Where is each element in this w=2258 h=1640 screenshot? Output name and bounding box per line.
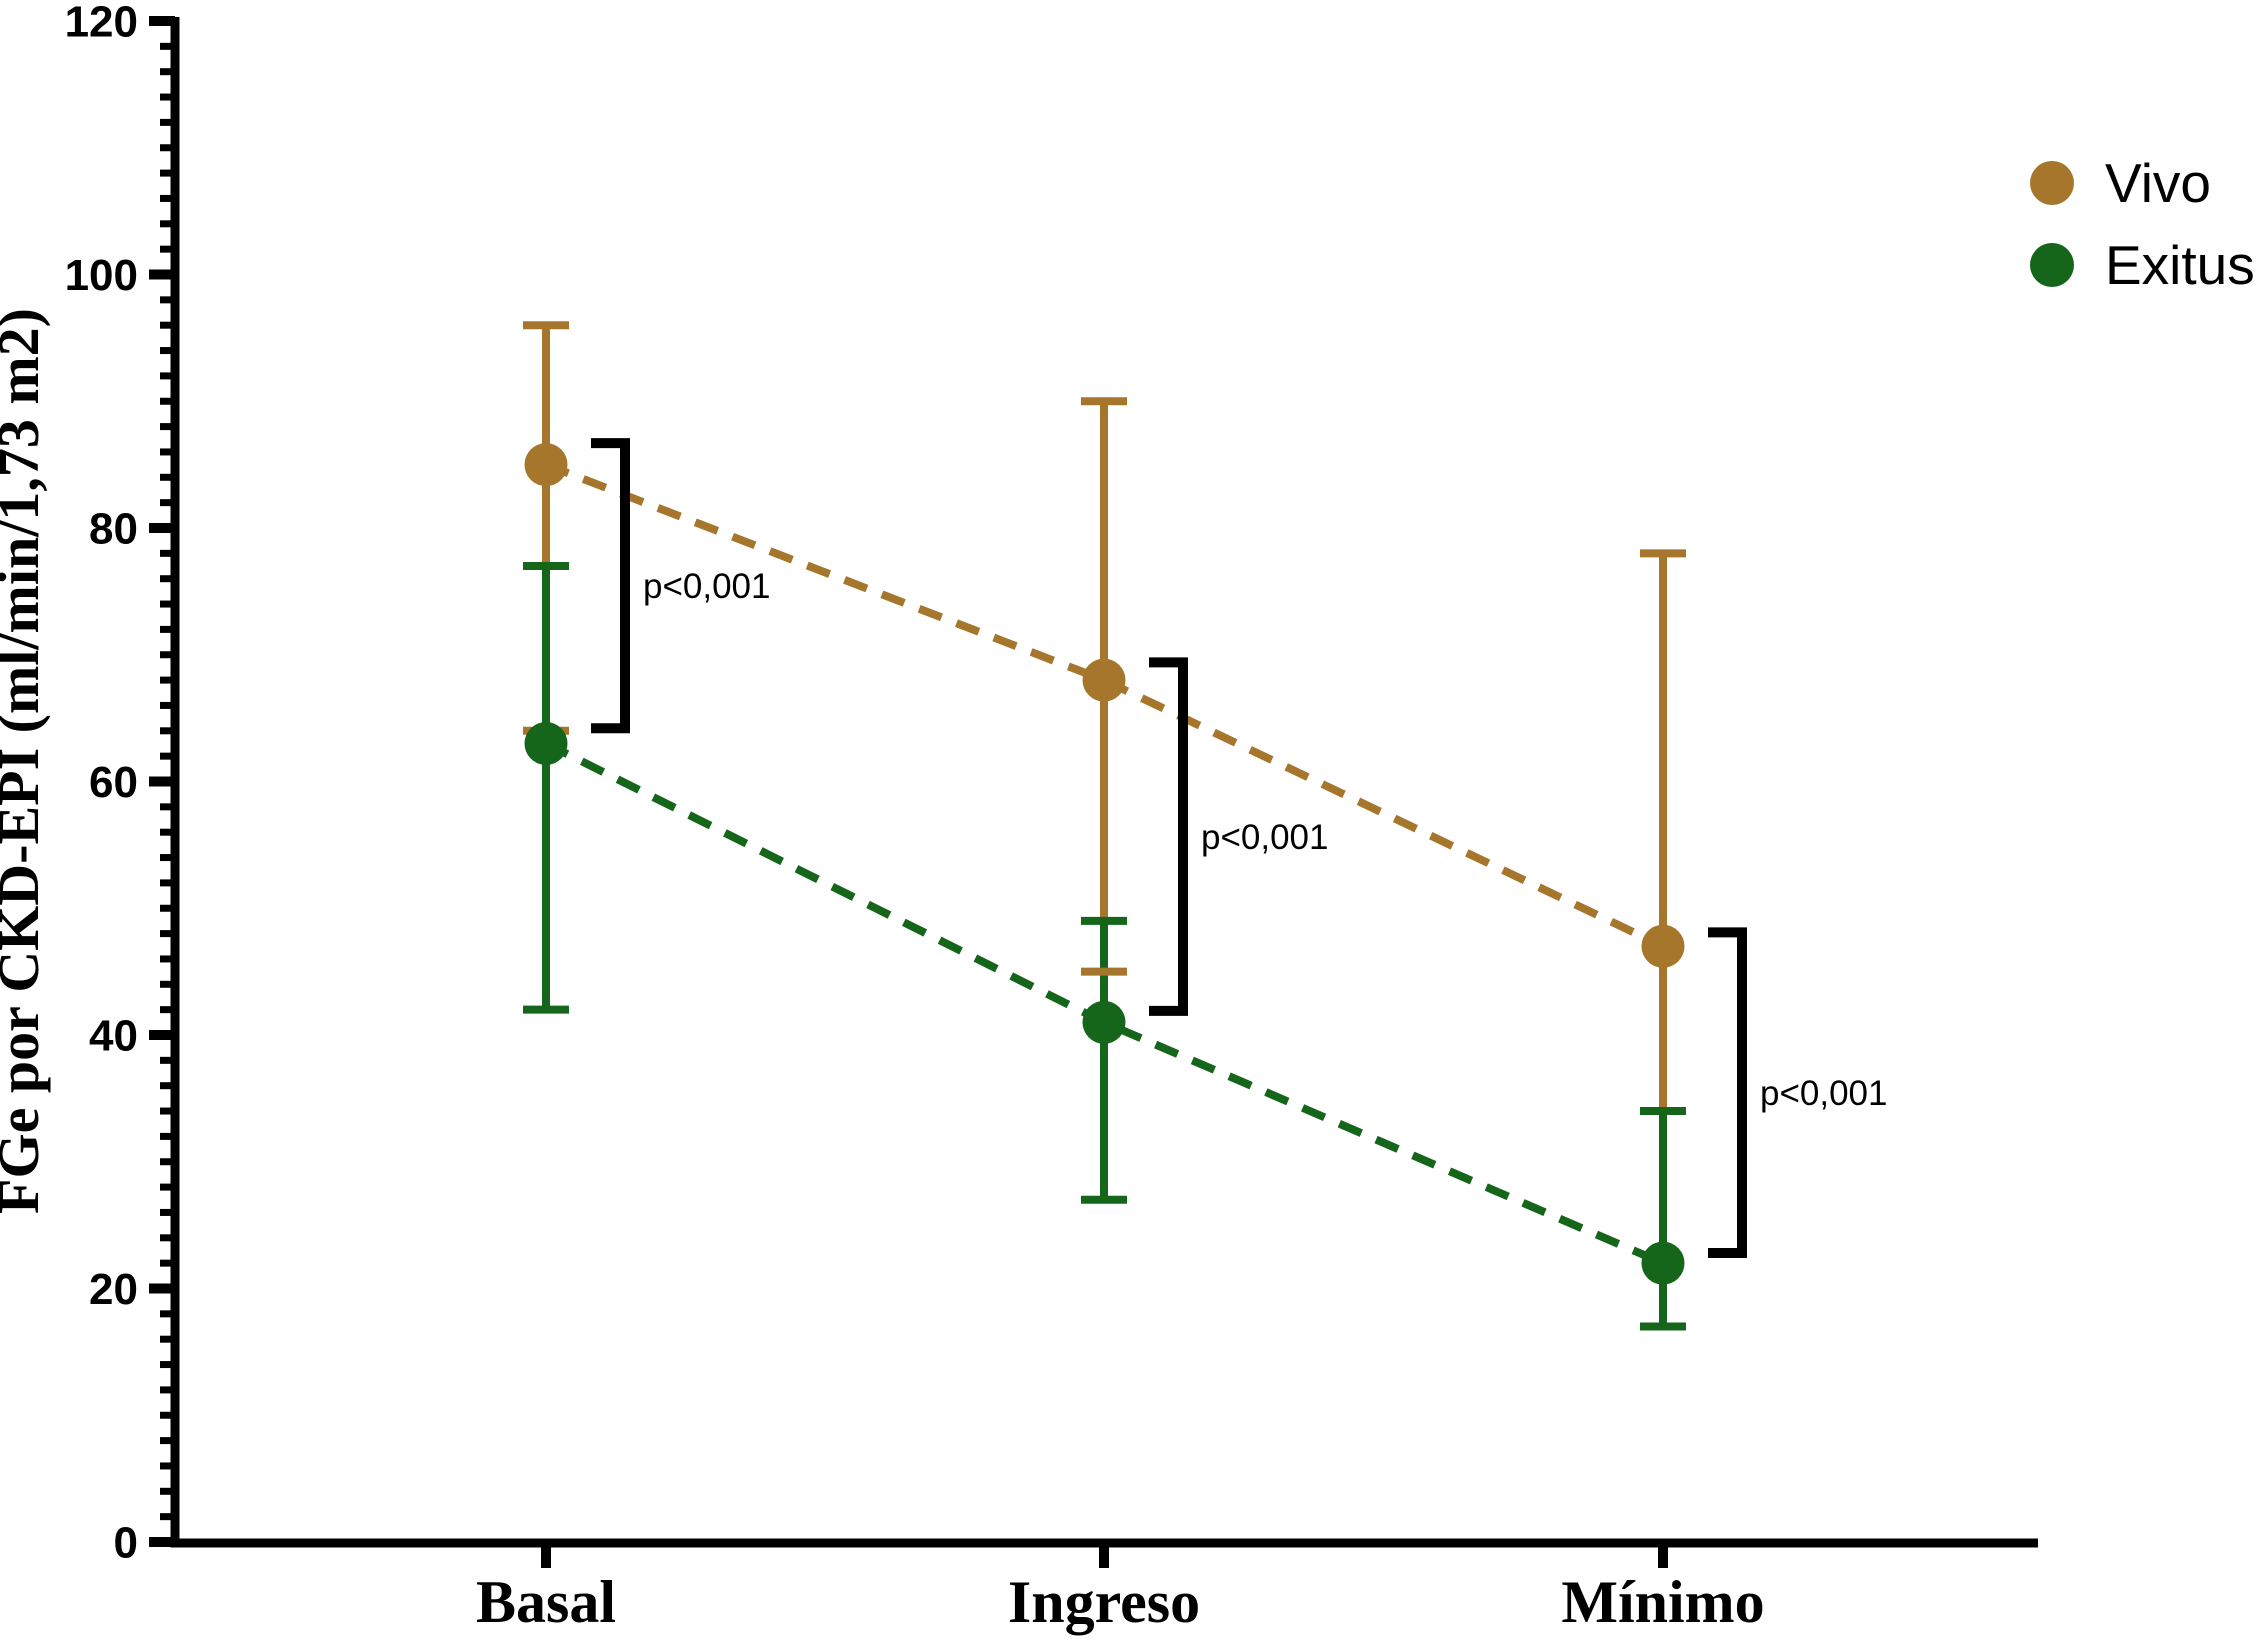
- annotation-layer: p<0,001 p<0,001 p<0,001: [591, 438, 1888, 1259]
- legend-marker-exitus: [2030, 243, 2074, 287]
- y-tick-label: 0: [114, 1518, 138, 1567]
- significance-bracket: [591, 438, 630, 734]
- x-category-label-basal: Basal: [476, 1569, 616, 1635]
- x-category-label-minimo: Mínimo: [1561, 1569, 1764, 1635]
- y-tick-label: 60: [89, 758, 138, 807]
- p-value-label: p<0,001: [643, 567, 771, 606]
- legend-label-vivo: Vivo: [2105, 152, 2211, 214]
- significance-bracket: [1149, 657, 1188, 1016]
- axes-layer: 0 20 40 60 80 100 120: [65, 0, 2038, 1568]
- legend-marker-vivo: [2030, 161, 2074, 205]
- p-value-label: p<0,001: [1201, 818, 1329, 857]
- y-tick-label: 120: [65, 0, 138, 46]
- p-value-label: p<0,001: [1760, 1074, 1888, 1113]
- x-category-label-ingreso: Ingreso: [1008, 1569, 1200, 1635]
- data-layer: [523, 321, 1686, 1331]
- y-axis-title: FGe por CKD-EPI (ml/min/1,73 m2): [0, 308, 51, 1214]
- exitus-point-mínimo: [1641, 1241, 1685, 1285]
- legend-label-exitus: Exitus: [2105, 234, 2255, 296]
- legend: Vivo Exitus: [2030, 152, 2255, 296]
- significance-bracket: [1708, 927, 1747, 1259]
- vivo-point-basal: [524, 443, 568, 487]
- vivo-point-mínimo: [1641, 924, 1685, 968]
- vivo-point-ingreso: [1082, 658, 1126, 702]
- y-tick-label: 40: [89, 1011, 138, 1060]
- y-tick-label: 20: [89, 1265, 138, 1314]
- vivo-trend-line: [544, 460, 1665, 950]
- exitus-point-ingreso: [1082, 1000, 1126, 1044]
- y-tick-label: 100: [65, 251, 138, 300]
- exitus-point-basal: [524, 721, 568, 765]
- y-tick-label: 80: [89, 504, 138, 553]
